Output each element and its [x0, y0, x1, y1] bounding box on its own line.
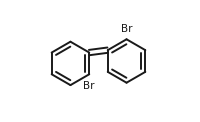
Text: Br: Br [83, 81, 94, 91]
Text: Br: Br [121, 24, 132, 34]
